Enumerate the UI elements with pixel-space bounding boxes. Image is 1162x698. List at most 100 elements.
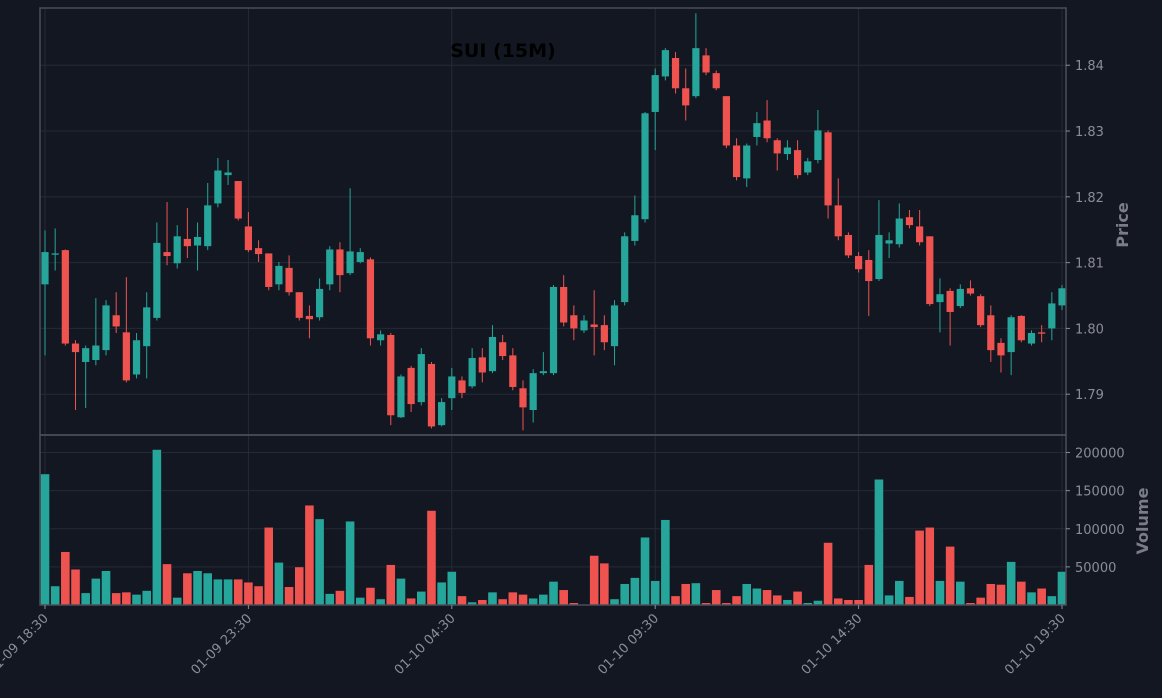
candle-body [560, 286, 568, 323]
volume-bar [772, 594, 783, 606]
volume-bar [629, 577, 640, 606]
candle-body [987, 315, 995, 351]
candle-body [82, 348, 90, 362]
volume-bar [894, 580, 905, 606]
volume-bar [884, 594, 895, 606]
candle-body [763, 120, 771, 139]
candle-body [682, 88, 690, 106]
volume-bar [762, 589, 772, 606]
volume-bar [904, 596, 915, 606]
candle-body [112, 315, 120, 327]
volume-bar [345, 520, 355, 606]
volume-bar [1057, 571, 1067, 606]
volume-bar [874, 478, 884, 606]
volume-bar [192, 570, 203, 606]
candle-body [1007, 317, 1015, 353]
candle-body [926, 236, 934, 305]
volume-bar [1006, 561, 1017, 606]
volume-bar [680, 583, 691, 606]
candle-body [783, 147, 792, 155]
candle-body [580, 320, 588, 331]
candle-body [346, 251, 354, 274]
y-tick-label: 1.79 [1075, 388, 1104, 403]
candle-body [183, 238, 191, 247]
candle-body [549, 286, 558, 374]
volume-bar [660, 519, 671, 606]
candle-body [956, 288, 964, 307]
volume-bar [935, 580, 945, 606]
volume-bar [141, 590, 152, 606]
volume-bar [823, 542, 833, 606]
volume-panel-frame [39, 434, 1067, 606]
candle-body [427, 363, 436, 427]
volume-bar [477, 599, 488, 606]
volume-bar [375, 598, 386, 606]
candle-body [692, 48, 700, 97]
y2-axis-label: Volume [1133, 487, 1152, 554]
candle-body [488, 336, 497, 372]
candle-body [702, 55, 710, 73]
candle-body [295, 292, 303, 318]
y-tick-label: 1.80 [1075, 322, 1104, 337]
volume-bar [80, 592, 91, 606]
candle-body [834, 205, 842, 237]
candle-body [539, 371, 547, 374]
volume-bar [1026, 591, 1037, 606]
volume-bar [233, 578, 244, 606]
candle-body [966, 288, 975, 294]
candle-body [458, 380, 466, 393]
candle-body [122, 332, 130, 381]
volume-bar [274, 562, 284, 606]
y2-tick-label: 150000 [1075, 485, 1125, 500]
candle-body [214, 170, 222, 204]
volume-bar [751, 587, 762, 606]
candle-body [936, 294, 944, 303]
x-tick-label: 01-10 19:30 [1002, 611, 1069, 678]
candle-body [315, 288, 324, 318]
candle-body [92, 345, 100, 360]
y-tick-label: 1.83 [1075, 125, 1104, 140]
candle-body [824, 132, 832, 206]
candle-body [855, 256, 863, 270]
volume-bar [243, 581, 254, 606]
volume-bar [396, 578, 406, 606]
candle-body [478, 357, 486, 373]
volume-bar [782, 599, 793, 606]
candle-body [173, 236, 181, 264]
candle-body [641, 113, 649, 220]
candle-body [204, 205, 212, 247]
candle-body [905, 217, 914, 226]
volume-bar [853, 599, 864, 606]
candle-body [509, 355, 517, 387]
volume-bar [223, 578, 233, 606]
candle-body [448, 376, 456, 399]
candle-body [1017, 315, 1025, 341]
volume-bar [90, 578, 101, 606]
volume-bar [741, 583, 752, 606]
candle-body [722, 96, 730, 146]
volume-bar [731, 595, 742, 606]
candle-body [366, 259, 375, 339]
candle-body [336, 249, 344, 276]
x-tick-label: 01-10 09:30 [595, 611, 662, 678]
volume-bar [212, 578, 223, 606]
candle-body [570, 315, 578, 329]
volume-bar [955, 581, 966, 606]
volume-bar [304, 504, 315, 606]
volume-bar [670, 595, 681, 606]
candle-body [193, 236, 202, 246]
volume-bar [599, 562, 610, 606]
volume-bar [416, 590, 427, 606]
candle-body [234, 181, 242, 219]
volume-bar [385, 564, 396, 606]
candle-body [743, 145, 751, 179]
candle-body [153, 242, 161, 318]
x-tick-label: 01-09 18:30 [0, 611, 52, 678]
candle-body [519, 388, 527, 408]
candle-body [377, 334, 385, 341]
candle-body [285, 267, 293, 293]
candle-body [600, 325, 608, 343]
volume-bar [1046, 595, 1057, 606]
volume-bar [924, 526, 935, 606]
